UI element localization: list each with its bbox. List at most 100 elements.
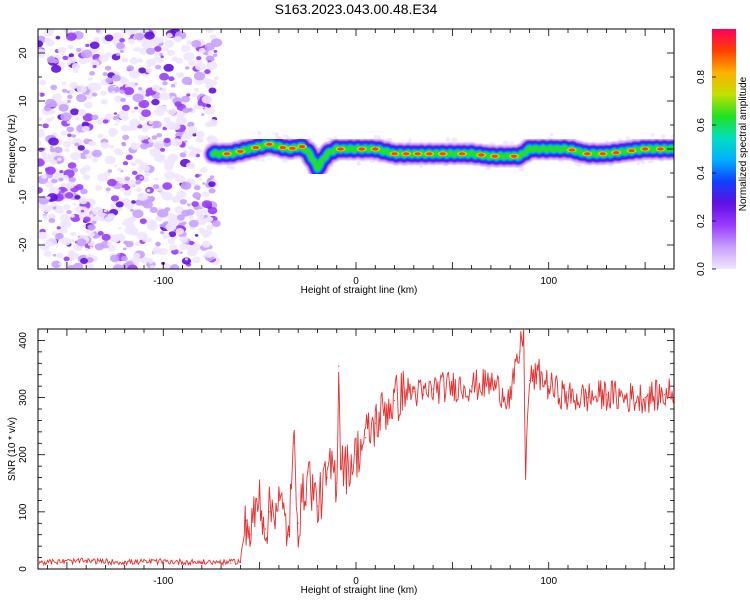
noise-blob: [49, 214, 56, 219]
noise-blob: [57, 209, 64, 214]
noise-blob: [68, 176, 76, 183]
noise-blob: [44, 37, 53, 44]
noise-blob: [114, 123, 118, 126]
noise-blob: [89, 246, 94, 250]
colorbar: 0.0 0.2 0.4 0.6 0.8 Normalized spectral ampli…: [696, 29, 749, 276]
noise-blob: [193, 71, 206, 81]
colorbar-tick-label: 0.2: [696, 214, 707, 228]
snr-ytick-label: 0: [18, 566, 29, 572]
noise-blob: [45, 237, 58, 247]
noise-blob: [162, 182, 173, 190]
noise-blob: [188, 60, 197, 67]
halo-blob: [670, 135, 674, 138]
noise-blob: [49, 159, 58, 165]
noise-blob: [162, 81, 168, 86]
noise-blob: [56, 252, 64, 259]
noise-blob: [179, 115, 185, 120]
noise-blob: [100, 80, 107, 86]
noise-blob: [193, 105, 198, 109]
snr-point: [268, 511, 270, 513]
noise-blob: [41, 231, 45, 235]
ridge-peak-inner: [337, 147, 344, 151]
halo-blob: [230, 165, 235, 170]
noise-blob: [107, 169, 113, 173]
noise-blob: [78, 197, 88, 205]
noise-blob: [91, 92, 98, 97]
spec-ytick-label: 0: [18, 146, 29, 152]
noise-blob: [180, 181, 192, 190]
noise-blob: [153, 45, 162, 52]
noise-blob: [206, 216, 214, 222]
noise-blob: [81, 125, 90, 132]
halo-blob: [641, 159, 645, 165]
noise-blob: [206, 61, 218, 71]
noise-blob: [152, 120, 162, 129]
halo-blob: [518, 166, 525, 172]
noise-blob: [197, 227, 206, 234]
noise-blob: [153, 56, 159, 61]
ridge-peak-inner: [237, 149, 244, 153]
noise-blob: [147, 257, 153, 262]
noise-blob: [39, 79, 47, 86]
noise-blob: [100, 141, 110, 149]
noise-blob: [38, 116, 43, 122]
noise-blob: [85, 230, 90, 234]
noise-blob: [184, 258, 189, 261]
noise-blob: [119, 114, 128, 121]
noise-blob: [52, 58, 59, 64]
noise-blob: [187, 126, 198, 134]
noise-blob: [46, 117, 53, 123]
halo-blob: [557, 159, 565, 163]
noise-blob: [144, 171, 151, 177]
noise-blob: [44, 167, 51, 172]
noise-blob: [195, 210, 206, 218]
noise-blob: [43, 216, 48, 221]
noise-blob: [120, 256, 128, 262]
noise-blob: [149, 206, 158, 214]
noise-blob: [64, 148, 71, 153]
ridge-peak-inner: [372, 147, 379, 151]
noise-blob: [163, 137, 171, 144]
noise-blob: [117, 226, 122, 230]
noise-blob: [56, 226, 61, 230]
noise-blob: [48, 186, 60, 195]
noise-blob: [179, 236, 188, 243]
noise-blob: [50, 84, 58, 91]
noise-blob: [163, 117, 171, 123]
noise-blob: [198, 47, 206, 54]
noise-blob: [86, 93, 93, 99]
noise-blob: [186, 40, 193, 45]
noise-blob: [128, 69, 141, 79]
noise-blob: [71, 134, 77, 138]
noise-blob: [115, 119, 121, 123]
noise-blob: [116, 42, 125, 50]
noise-blob: [171, 138, 183, 147]
noise-blob: [120, 124, 130, 132]
noise-blob: [74, 194, 81, 200]
spectrogram-data: [38, 29, 674, 269]
halo-blob: [488, 142, 496, 146]
noise-blob: [121, 57, 129, 63]
noise-blob: [131, 170, 138, 176]
noise-blob: [43, 250, 52, 257]
noise-blob: [59, 219, 72, 229]
noise-blob: [203, 106, 215, 115]
noise-blob: [183, 149, 188, 154]
noise-blob: [70, 108, 80, 116]
noise-blob: [202, 182, 206, 185]
noise-blob: [111, 90, 116, 95]
noise-blob: [89, 71, 96, 76]
noise-blob: [80, 257, 88, 264]
noise-blob: [113, 112, 118, 115]
noise-blob: [188, 219, 199, 228]
noise-blob: [98, 54, 109, 63]
noise-blob: [112, 115, 119, 121]
noise-blob: [55, 232, 64, 240]
noise-blob: [67, 162, 77, 169]
noise-blob: [135, 187, 142, 193]
noise-blob: [161, 263, 172, 269]
noise-blob: [104, 113, 114, 120]
figure-title: S163.2023.043.00.48.E34: [274, 1, 438, 17]
noise-blob: [132, 209, 144, 219]
